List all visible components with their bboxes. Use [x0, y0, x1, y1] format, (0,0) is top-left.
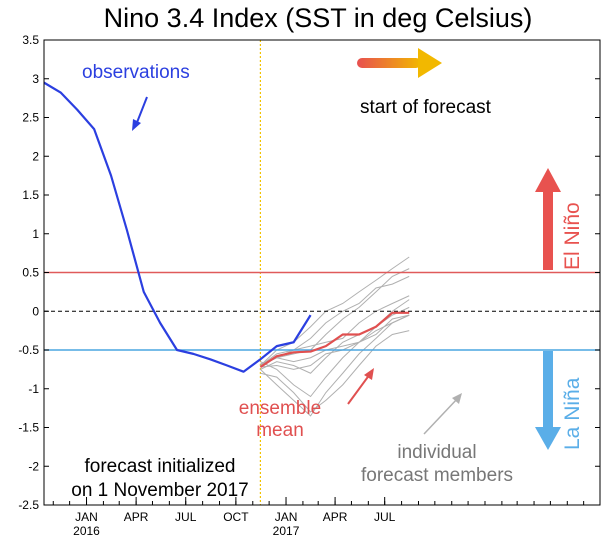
forecast-start-arrow [357, 48, 442, 78]
initialized-label-line1: forecast initialized [84, 456, 235, 477]
el-nino-label: El Niño [561, 202, 584, 270]
y-tick-label: 3 [32, 72, 39, 86]
initialized-label-line2: on 1 November 2017 [71, 480, 248, 501]
start-of-forecast-label: start of forecast [360, 97, 492, 118]
forecast-member-line-8 [260, 256, 410, 366]
observations-label: observations [82, 62, 190, 83]
x-tick-label: OCT [223, 510, 249, 524]
forecast-member-line-7 [260, 314, 410, 417]
forecast-member-line-2 [260, 299, 410, 374]
forecast-members-layer [260, 256, 410, 417]
x-tick-label: JAN [75, 510, 98, 524]
ensemble-mean-label-line1: ensemble [239, 398, 321, 419]
ensemble-mean-line [259, 311, 410, 368]
y-tick-label: 0 [32, 304, 39, 318]
x-tick-year-label: 2017 [273, 524, 300, 538]
observations-arrow [132, 96, 148, 131]
el-nino-arrow [535, 168, 561, 270]
forecast-member-line-6 [260, 330, 410, 413]
forecast-member-line-9 [260, 314, 410, 365]
la-nina-label: La Niña [561, 377, 584, 450]
x-tick-label: APR [323, 510, 348, 524]
y-tick-label: -0.5 [18, 343, 39, 357]
threshold-lines-layer [44, 271, 600, 351]
x-tick-label: JAN [275, 510, 298, 524]
y-tick-label: -1.5 [18, 421, 39, 435]
observations-line [43, 81, 312, 373]
y-tick-label: 1 [32, 227, 39, 241]
individual-members-label-line1: individual [397, 442, 476, 463]
y-tick-label: 0.5 [22, 266, 39, 280]
chart-title: Nino 3.4 Index (SST in deg Celsius) [104, 3, 533, 33]
x-tick-label: JUL [175, 510, 197, 524]
y-tick-label: -1 [28, 382, 39, 396]
y-tick-label: 1.5 [22, 188, 39, 202]
x-tick-label: JUL [374, 510, 396, 524]
y-tick-label: 3.5 [22, 33, 39, 47]
forecast-member-line-1 [260, 268, 410, 366]
x-tick-year-label: 2016 [73, 524, 100, 538]
axes-layer: 3.532.521.510.50-0.5-1-1.5-2-2.5JAN2016A… [18, 33, 601, 538]
y-tick-label: -2.5 [18, 498, 39, 512]
la-nina-arrow [535, 351, 561, 450]
y-tick-label: 2.5 [22, 111, 39, 125]
forecast-member-line-3 [260, 275, 410, 366]
ensemble-mean-label-line2: mean [256, 420, 304, 441]
x-tick-label: APR [124, 510, 149, 524]
ensemble-mean-arrow [347, 368, 374, 405]
series-layer [43, 81, 410, 373]
individual-members-label-line2: forecast members [361, 465, 513, 486]
y-tick-label: 2 [32, 149, 39, 163]
individual-members-arrow [423, 393, 462, 435]
y-tick-label: -2 [28, 459, 39, 473]
